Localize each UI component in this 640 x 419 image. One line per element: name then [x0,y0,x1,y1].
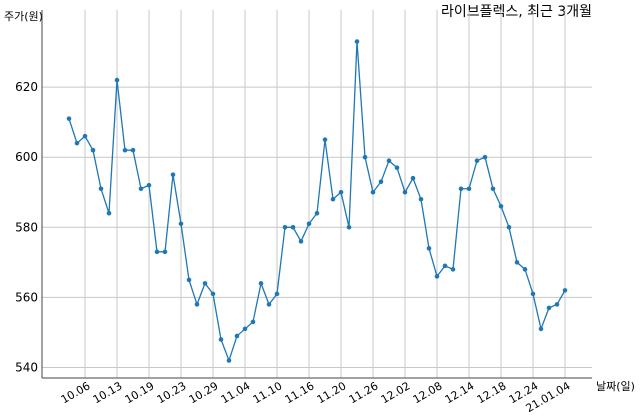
data-point [314,210,320,216]
data-point [466,186,472,192]
data-point [562,288,568,293]
data-point [346,224,352,230]
data-point [418,196,424,202]
y-axis-label: 주가(원) [4,10,43,23]
data-point [450,267,456,272]
data-point [178,221,184,227]
data-point [370,189,376,195]
data-point [130,147,136,153]
data-point [474,158,480,164]
data-point [162,249,168,255]
chart-title: 라이브플렉스, 최근 3개월 [441,4,592,20]
data-point [546,305,552,311]
x-tick-label: 10.23 [155,379,189,406]
data-point [106,210,112,216]
data-point [122,147,128,153]
x-tick-label: 12.08 [411,379,445,406]
data-point [138,186,144,192]
data-point [330,196,336,202]
data-point [146,182,152,188]
x-tick-label: 11.04 [219,379,253,406]
data-point [226,358,232,363]
data-point [498,203,504,209]
data-point [514,260,520,265]
data-point [554,302,560,307]
data-point [90,147,96,153]
data-point [250,319,256,325]
data-point [322,137,328,142]
data-point [298,239,304,244]
data-point [218,337,224,342]
x-tick-label: 12.14 [443,379,477,406]
data-point [530,291,536,297]
data-point [442,263,448,269]
x-tick-label: 10.29 [187,379,221,406]
y-tick-label: 620 [15,80,38,94]
data-point [394,165,400,171]
data-line [68,41,566,363]
data-point [274,291,280,297]
data-point [362,154,368,160]
data-point [186,277,192,283]
data-point [354,39,360,44]
data-point [306,221,312,227]
data-point [194,302,200,307]
x-axis-label: 날짜(일) [596,379,635,393]
x-tick-label: 11.16 [283,379,317,406]
data-point [258,281,264,286]
data-point [98,186,104,192]
data-point [242,326,248,332]
data-point [154,249,160,255]
data-point [426,246,432,251]
data-point [506,224,512,230]
data-point [66,116,72,121]
data-point [402,189,408,195]
data-point [290,224,296,230]
data-point [410,175,416,181]
data-point [170,172,176,178]
y-tick-label: 540 [15,360,38,374]
data-point [266,302,272,307]
data-point [114,77,120,83]
data-point [378,179,384,185]
data-point [338,189,344,195]
data-point [202,281,208,286]
data-point [458,186,464,192]
data-point [490,186,496,192]
data-point [482,154,488,160]
data-point [234,333,240,339]
x-tick-label: 10.19 [123,379,157,406]
data-point [386,158,392,164]
data-point [538,326,544,332]
x-tick-label: 11.10 [251,379,285,406]
x-tick-label: 12.18 [475,379,509,406]
data-point [210,291,216,297]
y-tick-label: 600 [15,150,38,164]
y-tick-label: 560 [15,290,38,304]
data-point [74,140,80,146]
x-tick-label: 12.02 [379,379,413,406]
x-tick-label: 10.06 [59,379,93,406]
x-tick-label: 11.26 [347,379,381,406]
x-tick-label: 11.20 [315,379,349,406]
data-point [282,224,288,230]
data-point [82,133,88,139]
y-tick-label: 580 [15,220,38,234]
data-point [522,267,528,272]
data-point [434,274,440,279]
x-tick-label: 10.13 [91,379,125,406]
